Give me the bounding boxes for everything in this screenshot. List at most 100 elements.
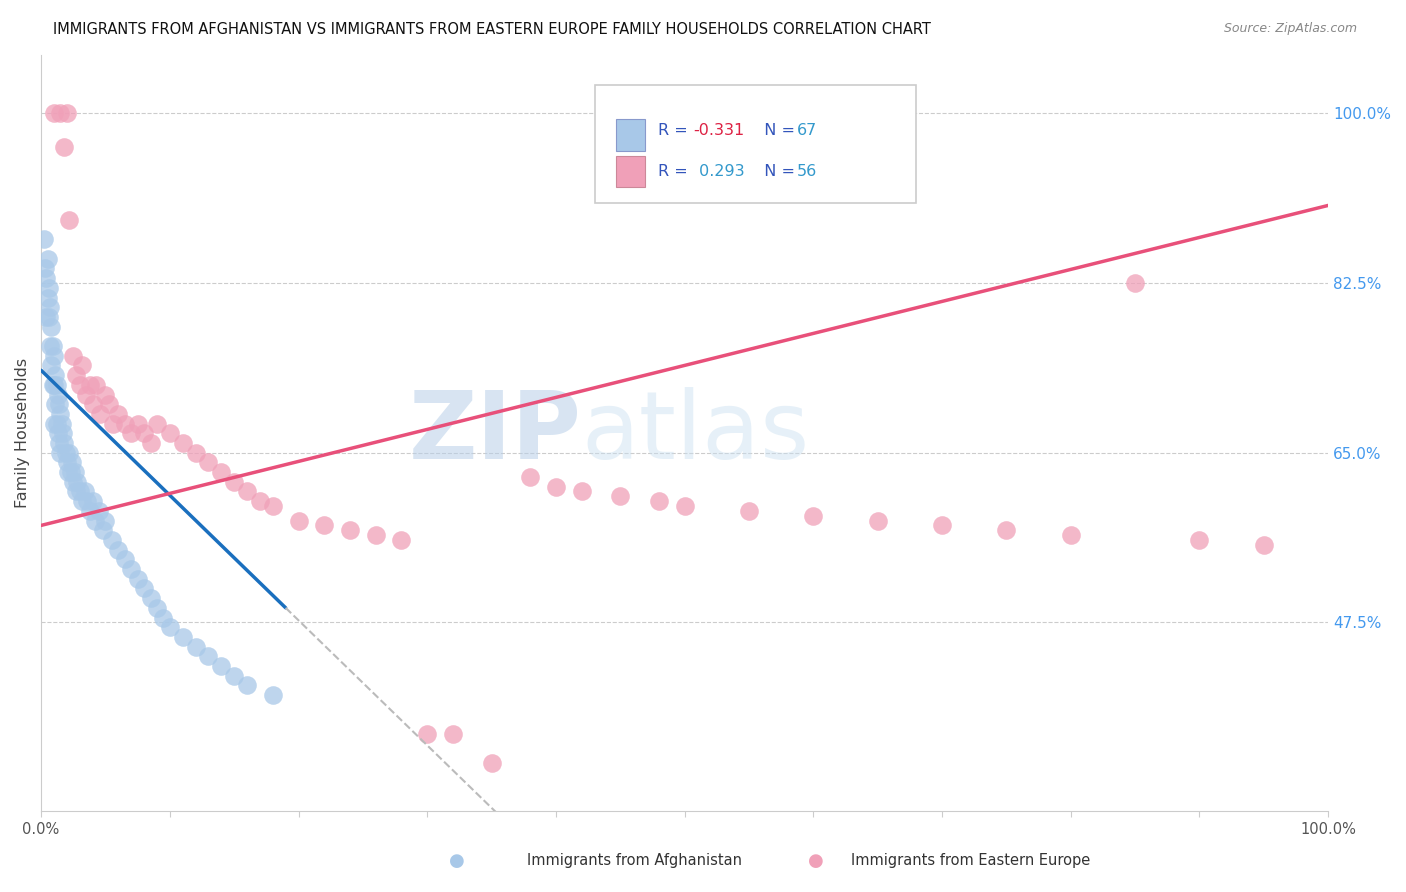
Text: ZIP: ZIP: [409, 387, 582, 479]
Text: 0.293: 0.293: [693, 164, 744, 179]
Point: [89, 407, 111, 421]
Text: IMMIGRANTS FROM AFGHANISTAN VS IMMIGRANTS FROM EASTERN EUROPE FAMILY HOUSEHOLDS : IMMIGRANTS FROM AFGHANISTAN VS IMMIGRANT…: [53, 22, 931, 37]
Point: [139, 436, 162, 450]
Point: [39, 300, 62, 314]
Point: [46, 426, 69, 441]
Point: [91, 523, 114, 537]
Point: [46, 387, 69, 401]
Point: [37, 252, 59, 266]
Text: ●: ●: [449, 852, 465, 870]
Point: [41, 319, 63, 334]
Point: [35, 310, 58, 324]
Point: [63, 465, 86, 479]
Point: [41, 359, 63, 373]
Point: [364, 528, 387, 542]
Point: [48, 436, 70, 450]
Point: [236, 678, 259, 692]
Point: [132, 582, 155, 596]
Point: [519, 470, 541, 484]
Point: [62, 475, 84, 489]
Point: [42, 417, 65, 431]
Point: [120, 562, 142, 576]
Point: [38, 281, 60, 295]
Y-axis label: Family Households: Family Households: [15, 359, 30, 508]
Point: [1253, 538, 1275, 552]
Point: [58, 445, 80, 459]
Text: ●: ●: [807, 852, 824, 870]
Text: Source: ZipAtlas.com: Source: ZipAtlas.com: [1223, 22, 1357, 36]
Point: [86, 377, 108, 392]
Point: [55, 445, 77, 459]
Point: [56, 465, 79, 479]
Point: [146, 417, 169, 431]
Point: [120, 426, 142, 441]
Point: [184, 640, 207, 654]
Text: N =: N =: [754, 123, 800, 138]
Point: [39, 339, 62, 353]
Text: R =: R =: [658, 164, 693, 179]
Point: [49, 445, 72, 459]
Point: [34, 261, 56, 276]
Point: [249, 494, 271, 508]
Point: [159, 426, 181, 441]
Point: [45, 377, 67, 392]
Point: [801, 508, 824, 523]
Point: [35, 271, 58, 285]
Point: [101, 533, 124, 547]
Point: [262, 499, 284, 513]
Point: [62, 349, 84, 363]
Point: [287, 514, 309, 528]
Point: [53, 140, 76, 154]
Point: [84, 514, 107, 528]
Point: [481, 756, 503, 770]
Point: [72, 359, 94, 373]
Point: [48, 397, 70, 411]
Point: [931, 518, 953, 533]
Point: [1188, 533, 1211, 547]
Point: [82, 494, 104, 508]
Point: [146, 600, 169, 615]
Point: [197, 455, 219, 469]
Text: 67: 67: [797, 123, 817, 138]
Point: [56, 455, 79, 469]
Point: [75, 387, 97, 401]
Point: [76, 494, 98, 508]
Point: [114, 552, 136, 566]
Point: [224, 475, 246, 489]
Point: [42, 377, 65, 392]
Point: [45, 417, 67, 431]
Bar: [616, 155, 645, 187]
Point: [72, 494, 94, 508]
Point: [32, 232, 55, 246]
Point: [49, 407, 72, 421]
Bar: [616, 120, 645, 151]
Text: Immigrants from Eastern Europe: Immigrants from Eastern Europe: [851, 854, 1090, 868]
Point: [53, 436, 76, 450]
Point: [441, 727, 464, 741]
Point: [139, 591, 162, 606]
Point: [42, 106, 65, 120]
Point: [94, 514, 117, 528]
Point: [314, 518, 336, 533]
Point: [42, 349, 65, 363]
Point: [56, 106, 79, 120]
Point: [60, 455, 83, 469]
Point: [44, 368, 66, 383]
Point: [391, 533, 413, 547]
Point: [49, 106, 72, 120]
Point: [339, 523, 361, 537]
Point: [94, 387, 117, 401]
Point: [58, 213, 80, 227]
Point: [41, 339, 63, 353]
Point: [127, 572, 149, 586]
Point: [38, 310, 60, 324]
Point: [236, 484, 259, 499]
Point: [995, 523, 1018, 537]
Point: [1123, 276, 1146, 290]
Point: [107, 542, 129, 557]
Point: [738, 504, 761, 518]
FancyBboxPatch shape: [595, 86, 917, 202]
Point: [37, 291, 59, 305]
Point: [673, 499, 696, 513]
Point: [82, 397, 104, 411]
